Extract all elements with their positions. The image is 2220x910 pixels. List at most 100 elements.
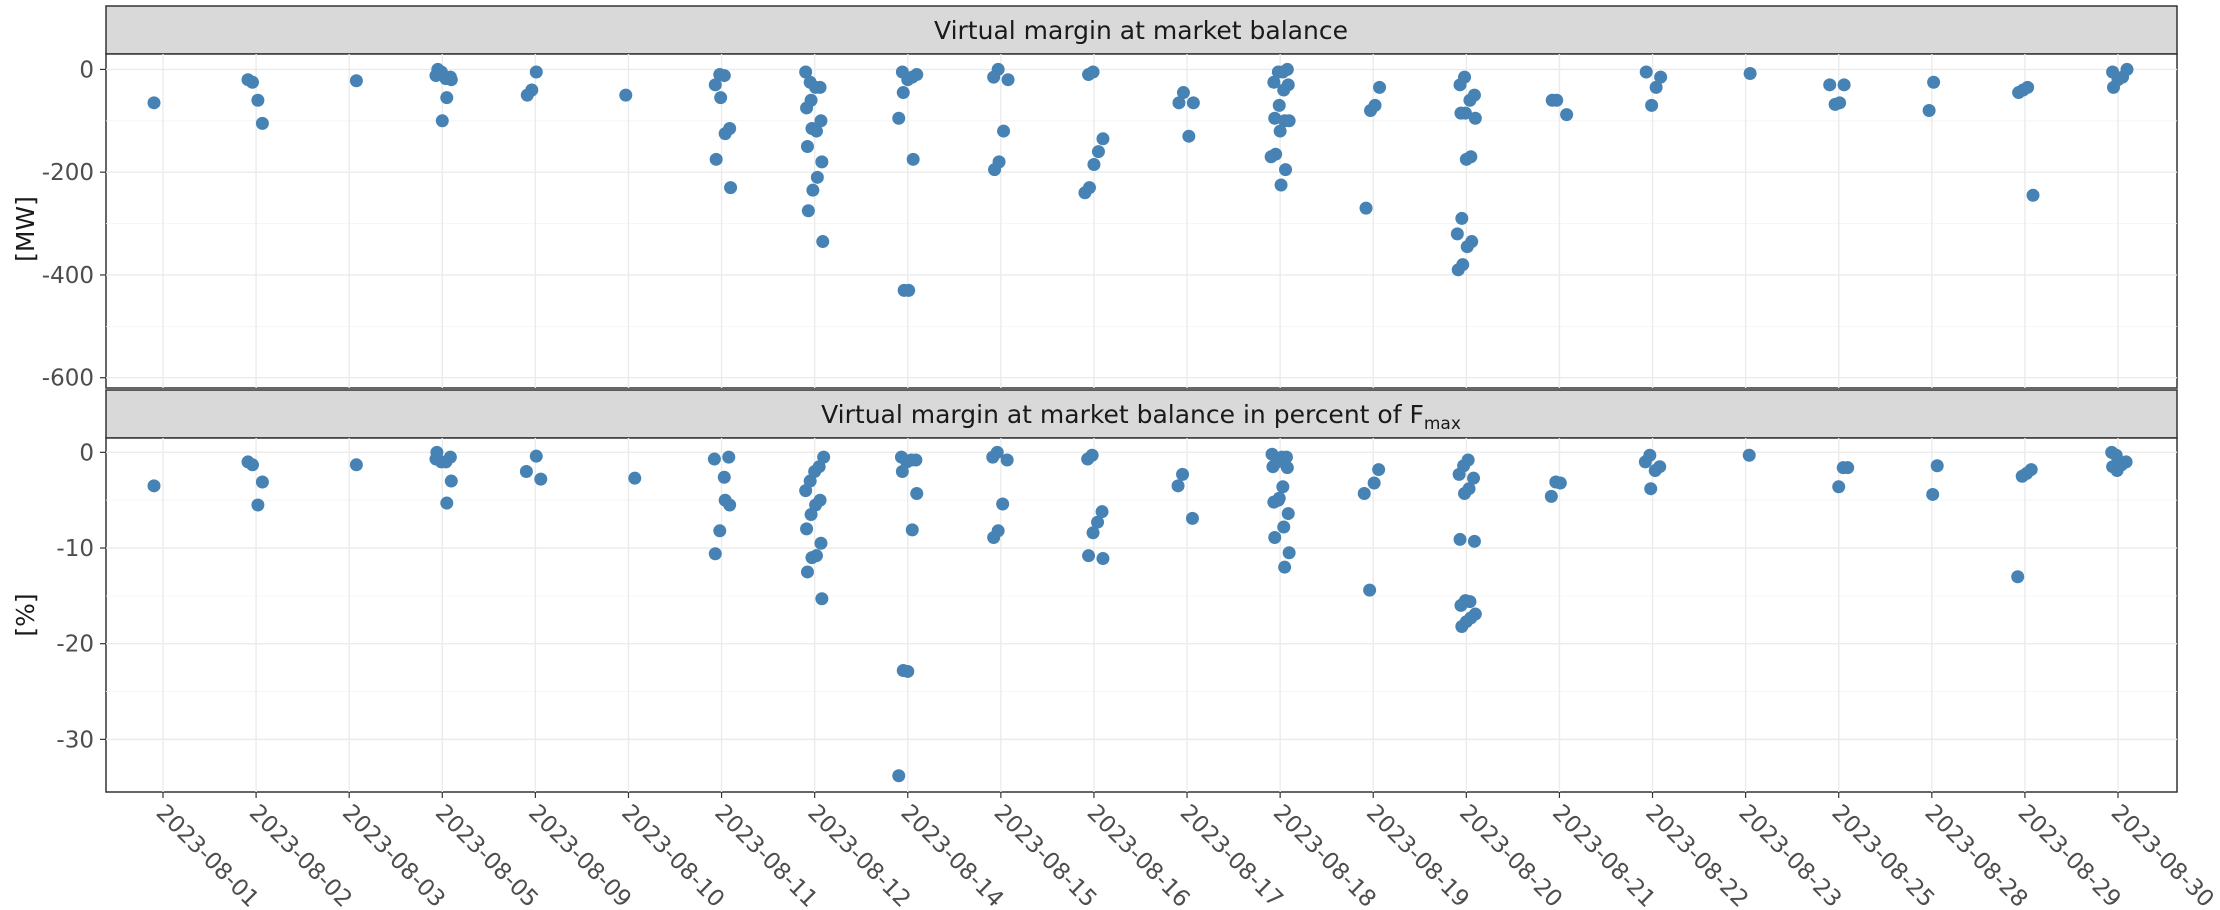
data-point <box>896 86 910 100</box>
data-point <box>1823 78 1837 92</box>
data-point <box>520 88 534 102</box>
data-point <box>1828 97 1842 111</box>
data-point <box>809 80 823 94</box>
grid-mw <box>106 54 2177 388</box>
data-point <box>714 91 728 105</box>
data-point <box>988 163 1002 177</box>
data-point <box>1926 487 1940 501</box>
data-point <box>147 96 161 110</box>
data-point <box>1277 520 1291 534</box>
data-point <box>1185 511 1199 525</box>
data-point <box>1654 70 1668 84</box>
data-point <box>1078 186 1092 200</box>
data-point <box>799 484 813 498</box>
data-point <box>1363 583 1377 597</box>
data-point <box>708 547 722 561</box>
data-point <box>1001 73 1015 87</box>
data-point <box>1087 157 1101 171</box>
y-tick-label: -400 <box>42 263 94 289</box>
data-point <box>1264 150 1278 164</box>
data-point <box>810 170 824 184</box>
data-point <box>1266 460 1280 474</box>
data-point <box>816 235 830 249</box>
data-point <box>892 111 906 125</box>
data-point <box>2107 80 2120 94</box>
data-point <box>1649 80 1663 94</box>
data-point <box>896 663 910 677</box>
data-point <box>806 183 820 197</box>
data-point <box>1172 96 1186 110</box>
data-point <box>2026 188 2040 202</box>
data-point <box>1096 552 1110 566</box>
data-point <box>800 565 814 579</box>
data-point <box>1467 471 1481 485</box>
data-point <box>2011 570 2025 584</box>
data-point <box>1176 86 1190 100</box>
data-point <box>722 450 736 464</box>
data-point <box>534 472 548 486</box>
data-point <box>1453 78 1467 92</box>
data-point <box>713 68 727 82</box>
data-point <box>1176 467 1190 481</box>
data-point <box>1930 459 1944 473</box>
data-point <box>1922 104 1936 118</box>
data-point <box>905 523 919 537</box>
data-point <box>529 65 543 79</box>
data-point <box>707 452 721 466</box>
data-point <box>1832 480 1846 494</box>
strip-mw <box>105 5 2178 55</box>
data-point <box>987 70 1001 84</box>
data-point <box>1468 111 1482 125</box>
data-point <box>1638 455 1652 469</box>
y-tick-label: -20 <box>56 632 94 658</box>
data-point <box>1452 467 1466 481</box>
panel-percent: Virtual margin at market balance in perc… <box>11 389 2178 793</box>
data-point <box>444 474 458 488</box>
data-point <box>1545 93 1559 107</box>
data-point <box>1273 124 1287 138</box>
data-point <box>619 88 633 102</box>
data-point <box>1467 534 1481 548</box>
data-point <box>800 522 814 536</box>
data-point <box>1927 75 1941 89</box>
data-point <box>251 498 265 512</box>
data-point <box>1186 96 1200 110</box>
data-point <box>1453 532 1467 546</box>
data-point <box>1463 93 1477 107</box>
data-point <box>1171 479 1185 493</box>
data-point <box>814 114 828 128</box>
data-point <box>519 464 533 478</box>
data-point <box>801 204 815 218</box>
data-point <box>1544 489 1558 503</box>
data-point <box>708 78 722 92</box>
data-point <box>251 93 265 107</box>
data-point <box>349 74 363 88</box>
data-point <box>255 475 269 489</box>
data-point <box>1645 98 1659 112</box>
strip-title-percent-sub: max <box>1424 414 1461 434</box>
data-point <box>1268 111 1282 125</box>
data-point <box>2015 469 2029 483</box>
data-point <box>804 508 818 522</box>
data-point <box>1091 515 1105 529</box>
points-percent <box>147 445 2133 783</box>
data-point <box>895 464 909 478</box>
data-point <box>799 65 813 79</box>
data-point <box>805 122 819 136</box>
data-point <box>1454 106 1468 120</box>
data-point <box>1278 560 1292 574</box>
data-point <box>1836 461 1850 475</box>
y-tick-label: -10 <box>56 536 94 562</box>
data-point <box>1459 152 1473 166</box>
data-point <box>1560 108 1574 122</box>
data-point <box>1549 475 1563 489</box>
data-point <box>1182 129 1196 143</box>
y-axis-percent: 0 -10 -20 -30 <box>56 440 106 753</box>
data-point <box>805 551 819 565</box>
data-point <box>1639 65 1653 79</box>
data-point <box>1082 549 1096 563</box>
data-point <box>814 536 828 550</box>
plot-area-percent <box>105 437 2178 793</box>
data-point <box>1278 114 1292 128</box>
